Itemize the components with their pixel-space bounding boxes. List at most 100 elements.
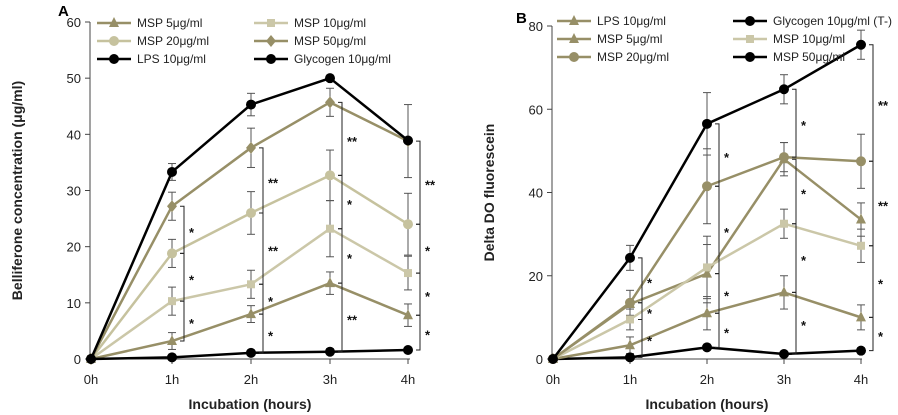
panel-b-significance-bracket [715, 123, 720, 187]
panel-b-legend-label: Glycogen 10μg/ml (T-) [773, 14, 892, 28]
panel-b-significance-label: * [801, 186, 807, 201]
panel-a-series-0-point [325, 277, 335, 288]
panel-a-legend-label: MSP 20μg/ml [137, 34, 209, 48]
panel-a-x-tick-label: 2h [244, 372, 258, 387]
panel-b-significance-label: * [801, 118, 807, 133]
panel-b-significance-label: * [724, 325, 730, 340]
panel-b-series-3-point [626, 315, 634, 324]
panel-b-significance-label: ** [878, 98, 889, 113]
panel-a-series-3-point [246, 141, 256, 154]
panel-b-series-4-point [856, 156, 866, 167]
panel-b-series-4-point [779, 152, 789, 163]
panel-a-significance-label: * [347, 197, 353, 212]
panel-a-significance-label: * [425, 328, 431, 343]
panel-a-legend-swatch-marker [266, 35, 276, 47]
panel-b-significance-label: * [724, 150, 730, 165]
panel-a-x-tick-label: 4h [401, 372, 415, 387]
panel-a-significance-label: * [268, 294, 274, 309]
panel-a-legend-swatch-marker [267, 19, 275, 27]
panel-b-y-tick-label: 40 [529, 186, 543, 201]
panel-a-series-5-point [403, 345, 413, 356]
panel-a-significance-bracket [416, 140, 421, 225]
panel-a-significance-label: * [268, 328, 274, 343]
panel-a-series-5-point [167, 352, 177, 363]
panel-a-y-tick-label: 30 [67, 184, 81, 199]
panel-a-series-0-point [167, 335, 177, 346]
panel-b-legend-label: MSP 5μg/ml [597, 32, 662, 46]
panel-a-legend-swatch-marker [109, 54, 119, 64]
panel-a-significance-bracket [338, 101, 343, 176]
panel-a-series-0-point [246, 308, 256, 319]
panel-a-series-1-point [326, 224, 334, 233]
panel-b-series-4-point [625, 297, 635, 308]
panel-a-y-tick-label: 20 [67, 240, 81, 255]
panel-b-legend-swatch-marker [569, 15, 579, 25]
panel-a-significance-label: ** [347, 134, 358, 149]
panel-a-series-1-point [404, 269, 412, 278]
panel-b-significance-bracket [638, 257, 643, 304]
panel-b-significance-label: * [724, 225, 730, 240]
panel-b-series-5-point [779, 84, 789, 95]
panel-b-x-tick-label: 4h [854, 372, 868, 387]
panel-a-y-tick-label: 10 [67, 296, 81, 311]
panel-b-series-0-point [702, 267, 712, 278]
panel-b-series-3-point [780, 219, 788, 228]
panel-b-significance-label: * [647, 333, 653, 348]
panel-a-legend-label: MSP 5μg/ml [137, 16, 202, 30]
panel-a-series-2-point [246, 207, 256, 218]
panel-b-series-5-point [856, 39, 866, 50]
panel-b-legend-label: MSP 20μg/ml [597, 50, 669, 64]
panel-a-y-axis-title: Belliferone concentration (μg/ml) [9, 81, 25, 300]
panel-a-x-tick-label: 1h [165, 372, 179, 387]
panel-a-significance-bracket [259, 147, 264, 214]
panel-a-y-tick-label: 60 [67, 15, 81, 30]
panel-a-legend-swatch-marker [266, 54, 276, 64]
panel-b-x-tick-label: 3h [777, 372, 791, 387]
panel-b-significance-label: * [724, 288, 730, 303]
panel-a-significance-label: * [425, 244, 431, 259]
panel-a-legend-swatch-marker [109, 36, 119, 46]
panel-b-x-tick-label: 0h [546, 372, 560, 387]
panel-a-legend-label: Glycogen 10μg/ml [294, 52, 391, 66]
panel-b-legend-swatch-marker [746, 35, 754, 43]
panel-a-y-tick-label: 50 [67, 71, 81, 86]
panel-a-series-3-point [325, 96, 335, 109]
panel-b-series-2-point [702, 307, 712, 318]
panel-b-significance-label: * [878, 329, 884, 344]
panel-a-series-2-point [403, 219, 413, 230]
panel-b-series-1-point [779, 349, 789, 360]
panel-a-series-5-point [325, 346, 335, 357]
panel-a-legend-label: MSP 10μg/ml [294, 16, 366, 30]
panel-b-x-tick-label: 1h [623, 372, 637, 387]
panel-a-series-5-point [246, 347, 256, 358]
panel-a-series-2-point [167, 248, 177, 259]
panel-b-series-3-point [857, 241, 865, 250]
panel-b-legend-label: MSP 10μg/ml [773, 32, 845, 46]
panel-b-significance-label: * [878, 277, 884, 292]
panel-b-series-5-point [702, 118, 712, 129]
panel-b-legend-swatch-marker [569, 52, 579, 62]
panel-a-significance-label: ** [425, 178, 436, 193]
panel-a-series-3-point [167, 200, 177, 213]
panel-a-significance-label: * [189, 272, 195, 287]
panel-b-series-1-point [625, 352, 635, 363]
panel-a-series-4-point [403, 135, 413, 146]
panel-b-x-axis-title: Incubation (hours) [646, 396, 769, 412]
panel-b-significance-label: ** [878, 199, 889, 214]
panel-b-series-0-point [856, 213, 866, 224]
panel-b-legend-swatch-marker [745, 52, 755, 62]
panel-a-series-4-point [325, 73, 335, 84]
panel-a-x-tick-label: 3h [323, 372, 337, 387]
panel-b-panel-label: B [516, 10, 527, 27]
panel-a-series-1-point [247, 280, 255, 289]
panel-b-series-1-point [702, 342, 712, 353]
panel-b-significance-bracket [792, 158, 797, 225]
panel-b-x-tick-label: 2h [700, 372, 714, 387]
panel-a-significance-label: ** [347, 312, 358, 327]
panel-b-legend-label: MSP 50μg/ml [773, 50, 845, 64]
panel-b-significance-label: * [647, 275, 653, 290]
panel-b-significance-label: * [801, 253, 807, 268]
panel-b-y-axis-title: Delta DO fluorescein [481, 124, 497, 262]
panel-b-series-5-point [625, 252, 635, 263]
